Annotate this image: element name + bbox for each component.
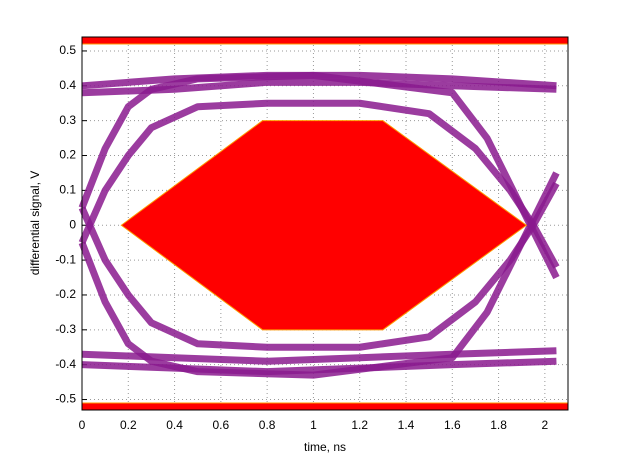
y-tick-label: 0.4	[59, 78, 76, 92]
eye-trace	[81, 357, 557, 376]
x-tick-label: 1.4	[398, 418, 415, 432]
x-tick-label: 0.6	[213, 418, 230, 432]
y-tick-label: 0.1	[59, 183, 76, 197]
y-tick-label: 0.5	[59, 43, 76, 57]
y-tick-label: -0.3	[55, 322, 76, 336]
x-tick-label: 1	[310, 418, 317, 432]
y-tick-label: 0	[69, 217, 76, 231]
y-tick-label: 0.2	[59, 148, 76, 162]
x-tick-label: 0.2	[120, 418, 137, 432]
y-tick-label: 0.3	[59, 113, 76, 127]
eye-trace	[78, 171, 560, 379]
x-tick-label: 1.6	[444, 418, 461, 432]
eye-mask	[81, 36, 569, 45]
eye-mask	[81, 402, 569, 411]
y-tick-label: -0.5	[55, 392, 76, 406]
plot-frame	[81, 36, 569, 411]
x-tick-label: 0.8	[259, 418, 276, 432]
eye-trace	[78, 71, 560, 280]
x-axis-label: time, ns	[304, 440, 346, 454]
x-tick-label: 1.8	[490, 418, 507, 432]
x-tick-label: 0	[79, 418, 86, 432]
eye-mask	[120, 120, 528, 331]
y-tick-label: -0.1	[55, 252, 76, 266]
x-tick-label: 1.2	[351, 418, 368, 432]
x-tick-label: 0.4	[166, 418, 183, 432]
x-tick-label: 2	[542, 418, 549, 432]
y-tick-label: -0.4	[55, 357, 76, 371]
eye-trace	[81, 347, 557, 365]
y-axis-label: differential signal, V	[28, 171, 42, 276]
y-tick-label: -0.2	[55, 287, 76, 301]
